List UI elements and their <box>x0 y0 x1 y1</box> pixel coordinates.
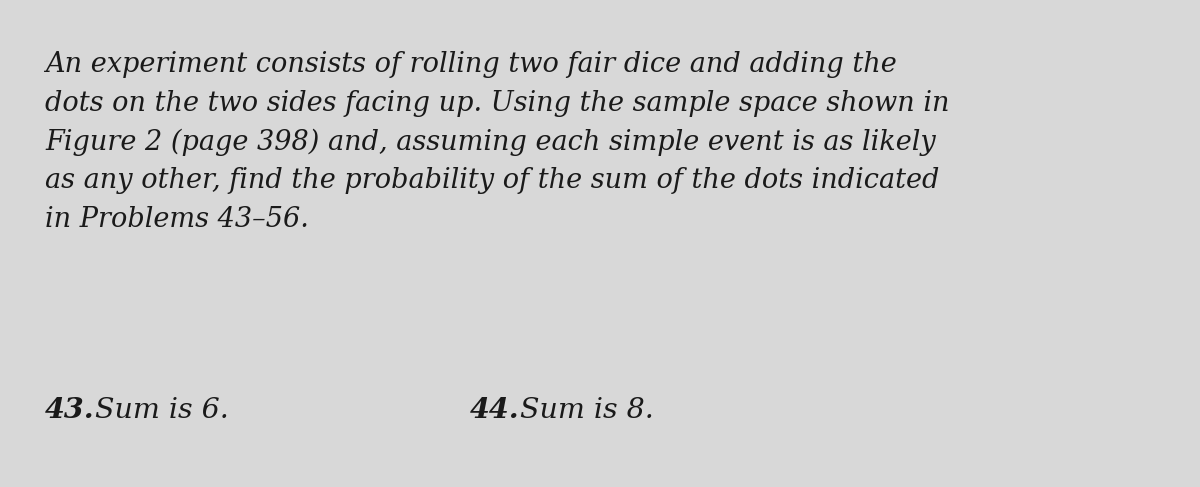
Text: 44.: 44. <box>470 397 520 424</box>
Text: 43.: 43. <box>46 397 95 424</box>
Text: Sum is 6.: Sum is 6. <box>95 397 229 424</box>
Text: Sum is 8.: Sum is 8. <box>520 397 654 424</box>
Text: An experiment consists of rolling two fair dice and adding the
dots on the two s: An experiment consists of rolling two fa… <box>46 51 949 233</box>
